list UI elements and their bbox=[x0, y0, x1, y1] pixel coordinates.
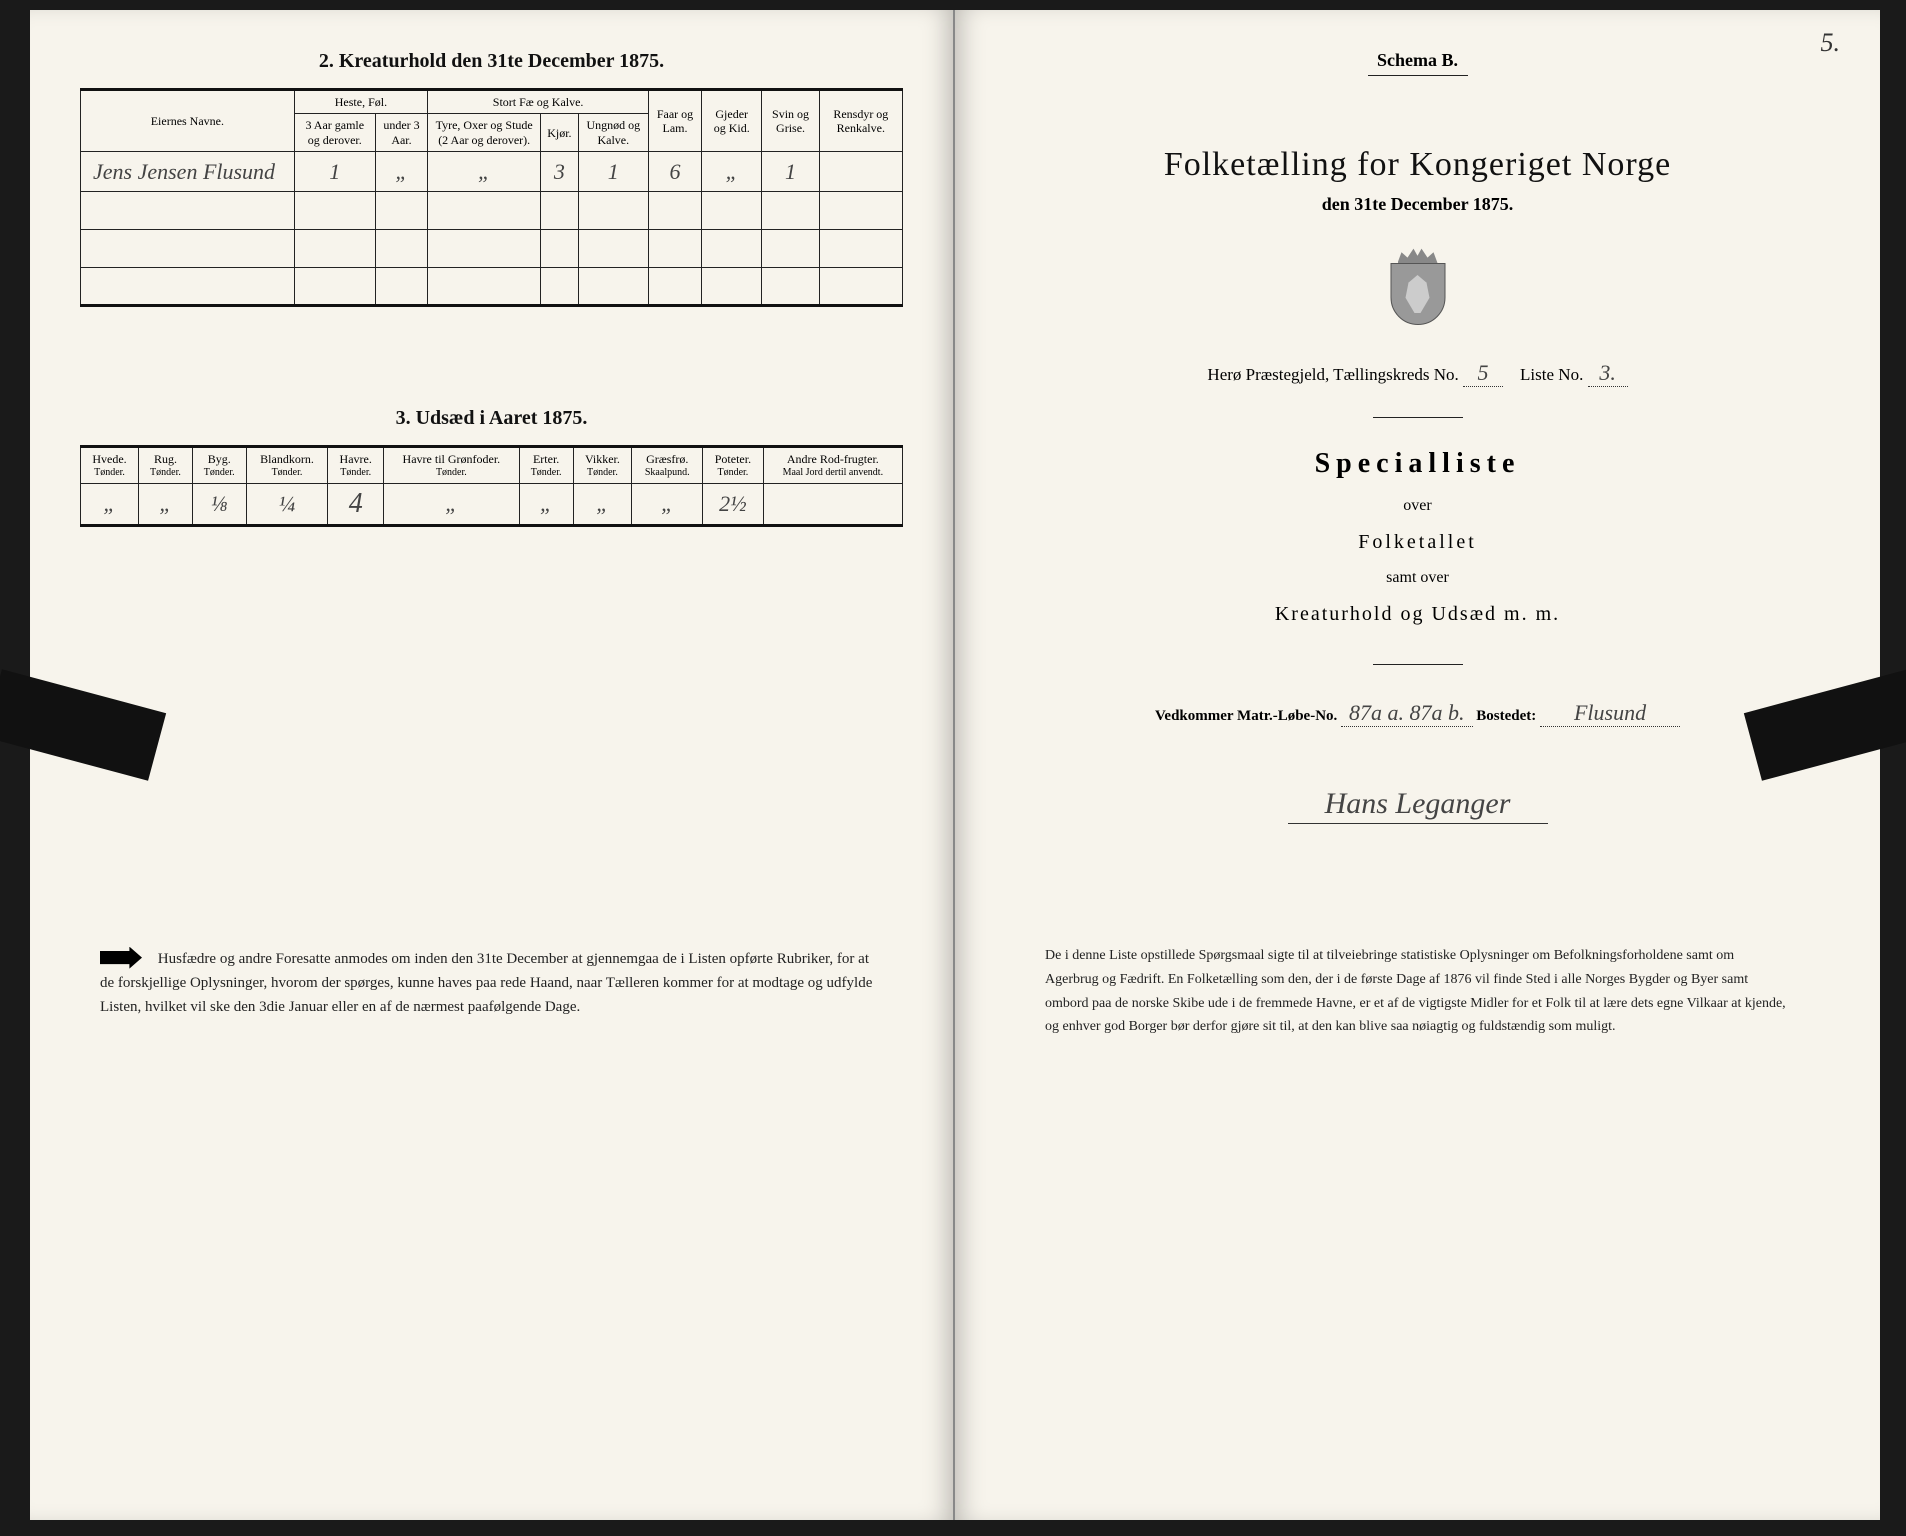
col-vikker: Vikker.Tønder. bbox=[573, 447, 632, 483]
notice-text: Husfædre og andre Foresatte anmodes om i… bbox=[100, 951, 872, 1015]
col-heste2: under 3 Aar. bbox=[375, 114, 427, 152]
col-havre-gron: Havre til Grønfoder.Tønder. bbox=[384, 447, 520, 483]
col-graesfro: Græsfrø.Skaalpund. bbox=[632, 447, 703, 483]
col-andre: Andre Rod-frugter.Maal Jord dertil anven… bbox=[763, 447, 902, 483]
cell-stort3: 1 bbox=[578, 152, 649, 192]
section2-title: 2. Kreaturhold den 31te December 1875. bbox=[80, 50, 903, 73]
cell-stort1: „ bbox=[428, 152, 541, 192]
book-spread: 2. Kreaturhold den 31te December 1875. E… bbox=[30, 10, 1880, 1520]
prefix: Herø bbox=[1207, 365, 1241, 384]
cell-graesfro: „ bbox=[632, 483, 703, 525]
divider bbox=[1373, 417, 1463, 418]
cell-erter: „ bbox=[519, 483, 573, 525]
section3-title: 3. Udsæd i Aaret 1875. bbox=[80, 407, 903, 430]
col-hvede: Hvede.Tønder. bbox=[81, 447, 139, 483]
cell-vikker: „ bbox=[573, 483, 632, 525]
cell-rens bbox=[819, 152, 902, 192]
page-number: 5. bbox=[1821, 28, 1841, 58]
liste-label: Liste No. bbox=[1520, 365, 1583, 384]
main-title: Folketælling for Kongeriget Norge bbox=[1005, 146, 1830, 184]
kreaturhold-table: Eiernes Navne. Heste, Føl. Stort Fæ og K… bbox=[80, 88, 903, 307]
cell-poteter: 2½ bbox=[703, 483, 764, 525]
coat-of-arms-icon bbox=[1383, 245, 1453, 330]
cell-heste2: „ bbox=[375, 152, 427, 192]
schema-label: Schema B. bbox=[1005, 50, 1830, 76]
notice-paragraph: Husfædre og andre Foresatte anmodes om i… bbox=[80, 947, 903, 1019]
signature: Hans Leganger bbox=[1325, 787, 1511, 820]
bostedet-value: Flusund bbox=[1540, 700, 1680, 727]
table-row bbox=[81, 268, 903, 306]
kreatur-label: Kreaturhold og Udsæd m. m. bbox=[1005, 594, 1830, 634]
col-eier: Eiernes Navne. bbox=[81, 90, 295, 152]
col-faar: Faar og Lam. bbox=[649, 90, 702, 152]
signature-block: Hans Leganger bbox=[1005, 787, 1830, 824]
left-page: 2. Kreaturhold den 31te December 1875. E… bbox=[30, 10, 955, 1520]
udsaed-table: Hvede.Tønder. Rug.Tønder. Byg.Tønder. Bl… bbox=[80, 445, 903, 526]
divider bbox=[1373, 664, 1463, 665]
over-label: over bbox=[1005, 490, 1830, 522]
cell-andre bbox=[763, 483, 902, 525]
cell-gjeder: „ bbox=[701, 152, 761, 192]
liste-value: 3. bbox=[1588, 360, 1628, 387]
parish-line: Herø Præstegjeld, Tællingskreds No. 5 Li… bbox=[1005, 360, 1830, 387]
center-block: over Folketallet samt over Kreaturhold o… bbox=[1005, 490, 1830, 634]
matr-value: 87a a. 87a b. bbox=[1341, 700, 1473, 727]
cell-faar: 6 bbox=[649, 152, 702, 192]
cell-rug: „ bbox=[139, 483, 193, 525]
matr-line: Vedkommer Matr.-Løbe-No. 87a a. 87a b. B… bbox=[1005, 700, 1830, 727]
col-svin: Svin og Grise. bbox=[762, 90, 819, 152]
cell-havre: 4 bbox=[328, 483, 384, 525]
kreds-value: 5 bbox=[1463, 360, 1503, 387]
cell-svin: 1 bbox=[762, 152, 819, 192]
col-poteter: Poteter.Tønder. bbox=[703, 447, 764, 483]
cell-hvede: „ bbox=[81, 483, 139, 525]
matr-label: Vedkommer Matr.-Løbe-No. bbox=[1155, 708, 1337, 724]
col-blandkorn: Blandkorn.Tønder. bbox=[246, 447, 328, 483]
table-row bbox=[81, 230, 903, 268]
col-heste1: 3 Aar gamle og derover. bbox=[294, 114, 375, 152]
cell-byg: ⅛ bbox=[192, 483, 246, 525]
cell-havre-gron: „ bbox=[384, 483, 520, 525]
samt-over-label: samt over bbox=[1005, 562, 1830, 594]
col-rens: Rensdyr og Renkalve. bbox=[819, 90, 902, 152]
col-gjeder: Gjeder og Kid. bbox=[701, 90, 761, 152]
col-havre: Havre.Tønder. bbox=[328, 447, 384, 483]
special-title: Specialliste bbox=[1005, 448, 1830, 480]
col-stort: Stort Fæ og Kalve. bbox=[428, 90, 649, 114]
col-byg: Byg.Tønder. bbox=[192, 447, 246, 483]
col-rug: Rug.Tønder. bbox=[139, 447, 193, 483]
bostedet-label: Bostedet: bbox=[1476, 708, 1536, 724]
cell-blandkorn: ¼ bbox=[246, 483, 328, 525]
right-page: 5. Schema B. Folketælling for Kongeriget… bbox=[955, 10, 1880, 1520]
bottom-paragraph: De i denne Liste opstillede Spørgsmaal s… bbox=[1005, 944, 1830, 1039]
col-erter: Erter.Tønder. bbox=[519, 447, 573, 483]
table-row bbox=[81, 192, 903, 230]
praest-label: Præstegjeld, Tællingskreds No. bbox=[1246, 365, 1459, 384]
col-stort2: Kjør. bbox=[541, 114, 578, 152]
cell-heste1: 1 bbox=[294, 152, 375, 192]
col-heste: Heste, Føl. bbox=[294, 90, 427, 114]
owner-name: Jens Jensen Flusund bbox=[81, 152, 295, 192]
pointing-hand-icon bbox=[100, 947, 142, 969]
col-stort3: Ungnød og Kalve. bbox=[578, 114, 649, 152]
col-stort1: Tyre, Oxer og Stude (2 Aar og derover). bbox=[428, 114, 541, 152]
sub-title: den 31te December 1875. bbox=[1005, 194, 1830, 215]
folketallet-label: Folketallet bbox=[1005, 522, 1830, 562]
cell-stort2: 3 bbox=[541, 152, 578, 192]
